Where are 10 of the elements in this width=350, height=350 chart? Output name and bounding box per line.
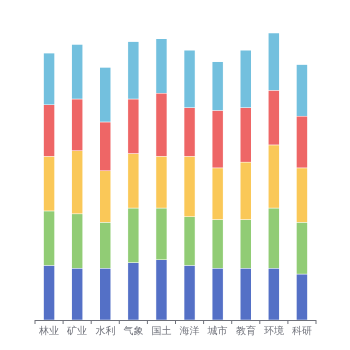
x-tick-label: 教育 bbox=[236, 325, 256, 337]
x-tick-label: 科研 bbox=[292, 325, 312, 337]
x-tick-label: 环境 bbox=[264, 325, 284, 337]
x-tick-label: 国土 bbox=[151, 325, 172, 337]
x-tick-label: 城市 bbox=[206, 325, 228, 337]
x-tick-label: 水利 bbox=[95, 325, 116, 337]
x-tick-label: 气象 bbox=[123, 325, 144, 337]
x-tick-label: 海洋 bbox=[180, 325, 200, 337]
x-tick-label: 矿业 bbox=[66, 325, 88, 337]
x-tick-label: 林业 bbox=[38, 325, 60, 337]
